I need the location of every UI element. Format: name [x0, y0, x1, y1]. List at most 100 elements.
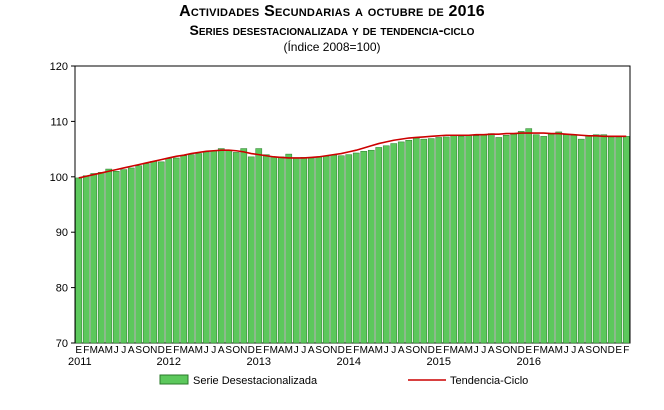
- bar: [405, 139, 413, 344]
- bar: [247, 156, 255, 344]
- x-month-label: D: [158, 345, 165, 356]
- x-month-label: N: [510, 345, 517, 356]
- x-month-label: M: [540, 345, 548, 356]
- x-month-label: E: [165, 345, 172, 356]
- x-month-label: M: [360, 345, 368, 356]
- bar: [307, 157, 315, 344]
- bar: [345, 154, 353, 344]
- x-month-label: F: [443, 345, 449, 356]
- x-month-label: E: [75, 345, 82, 356]
- x-month-label: D: [248, 345, 255, 356]
- bar: [225, 149, 233, 344]
- x-year-label: 2013: [247, 356, 271, 368]
- chart-title: Actividades Secundarias a octubre de 201…: [179, 3, 485, 20]
- bar: [285, 153, 293, 344]
- bar: [502, 135, 510, 344]
- x-month-label: J: [121, 345, 126, 356]
- x-month-label: A: [98, 345, 105, 356]
- x-month-label: M: [195, 345, 203, 356]
- bar: [82, 175, 90, 344]
- bar: [480, 135, 488, 344]
- x-month-label: F: [533, 345, 539, 356]
- bar: [277, 156, 285, 344]
- bar: [262, 154, 270, 344]
- x-month-label: J: [384, 345, 389, 356]
- x-month-label: S: [225, 345, 232, 356]
- x-month-label: D: [338, 345, 345, 356]
- x-month-label: M: [450, 345, 458, 356]
- x-month-label: M: [105, 345, 113, 356]
- x-month-label: A: [368, 345, 375, 356]
- x-month-label: A: [488, 345, 495, 356]
- bar: [600, 134, 608, 344]
- bar: [487, 133, 495, 344]
- bar: [577, 138, 585, 344]
- x-month-label: J: [204, 345, 209, 356]
- bar: [217, 148, 225, 344]
- bar: [172, 157, 180, 344]
- x-month-label: S: [585, 345, 592, 356]
- x-month-label: N: [600, 345, 607, 356]
- x-month-label: D: [428, 345, 435, 356]
- x-month-label: M: [465, 345, 473, 356]
- x-month-label: A: [128, 345, 135, 356]
- y-tick-label: 90: [56, 227, 68, 239]
- x-month-label: A: [188, 345, 195, 356]
- bar: [135, 165, 143, 344]
- bar: [547, 133, 555, 344]
- x-year-label: 2016: [517, 356, 541, 368]
- bar: [540, 136, 548, 344]
- x-month-label: M: [285, 345, 293, 356]
- bar: [330, 154, 338, 344]
- bar: [105, 168, 113, 344]
- x-month-label: D: [518, 345, 525, 356]
- y-tick-label: 80: [56, 283, 68, 295]
- x-month-label: S: [405, 345, 412, 356]
- x-month-label: O: [592, 345, 600, 356]
- x-month-label: E: [345, 345, 352, 356]
- bar: [360, 151, 368, 344]
- bar: [397, 141, 405, 344]
- bar: [510, 133, 518, 344]
- x-month-label: M: [375, 345, 383, 356]
- x-year-label: 2012: [157, 356, 181, 368]
- bar: [337, 155, 345, 344]
- x-month-label: F: [353, 345, 359, 356]
- bar: [607, 136, 615, 344]
- x-month-label: M: [90, 345, 98, 356]
- bar: [570, 135, 578, 344]
- bar: [97, 172, 105, 344]
- legend-line-label: Tendencia-Ciclo: [450, 375, 528, 387]
- bar: [525, 128, 533, 344]
- x-year-label: 2011: [68, 356, 92, 368]
- bar: [292, 157, 300, 344]
- x-month-label: E: [525, 345, 532, 356]
- bar: [315, 156, 323, 344]
- x-month-label: M: [180, 345, 188, 356]
- bar: [202, 151, 210, 344]
- x-month-label: S: [315, 345, 322, 356]
- bar: [390, 143, 398, 344]
- x-month-label: E: [435, 345, 442, 356]
- index-note: (Índice 2008=100): [283, 40, 381, 54]
- bar: [120, 169, 128, 344]
- x-month-label: F: [173, 345, 179, 356]
- x-month-label: J: [211, 345, 216, 356]
- x-month-label: E: [255, 345, 262, 356]
- trend-line: [78, 132, 627, 179]
- x-month-label: A: [308, 345, 315, 356]
- bar: [427, 138, 435, 344]
- x-month-label: O: [412, 345, 420, 356]
- bar: [352, 152, 360, 344]
- x-month-label: O: [502, 345, 510, 356]
- bar: [585, 135, 593, 344]
- y-tick-label: 100: [50, 172, 68, 184]
- x-month-label: J: [114, 345, 119, 356]
- bar: [555, 131, 563, 344]
- x-month-label: F: [83, 345, 89, 356]
- bar: [622, 136, 630, 344]
- bar: [465, 135, 473, 344]
- bar: [615, 136, 623, 344]
